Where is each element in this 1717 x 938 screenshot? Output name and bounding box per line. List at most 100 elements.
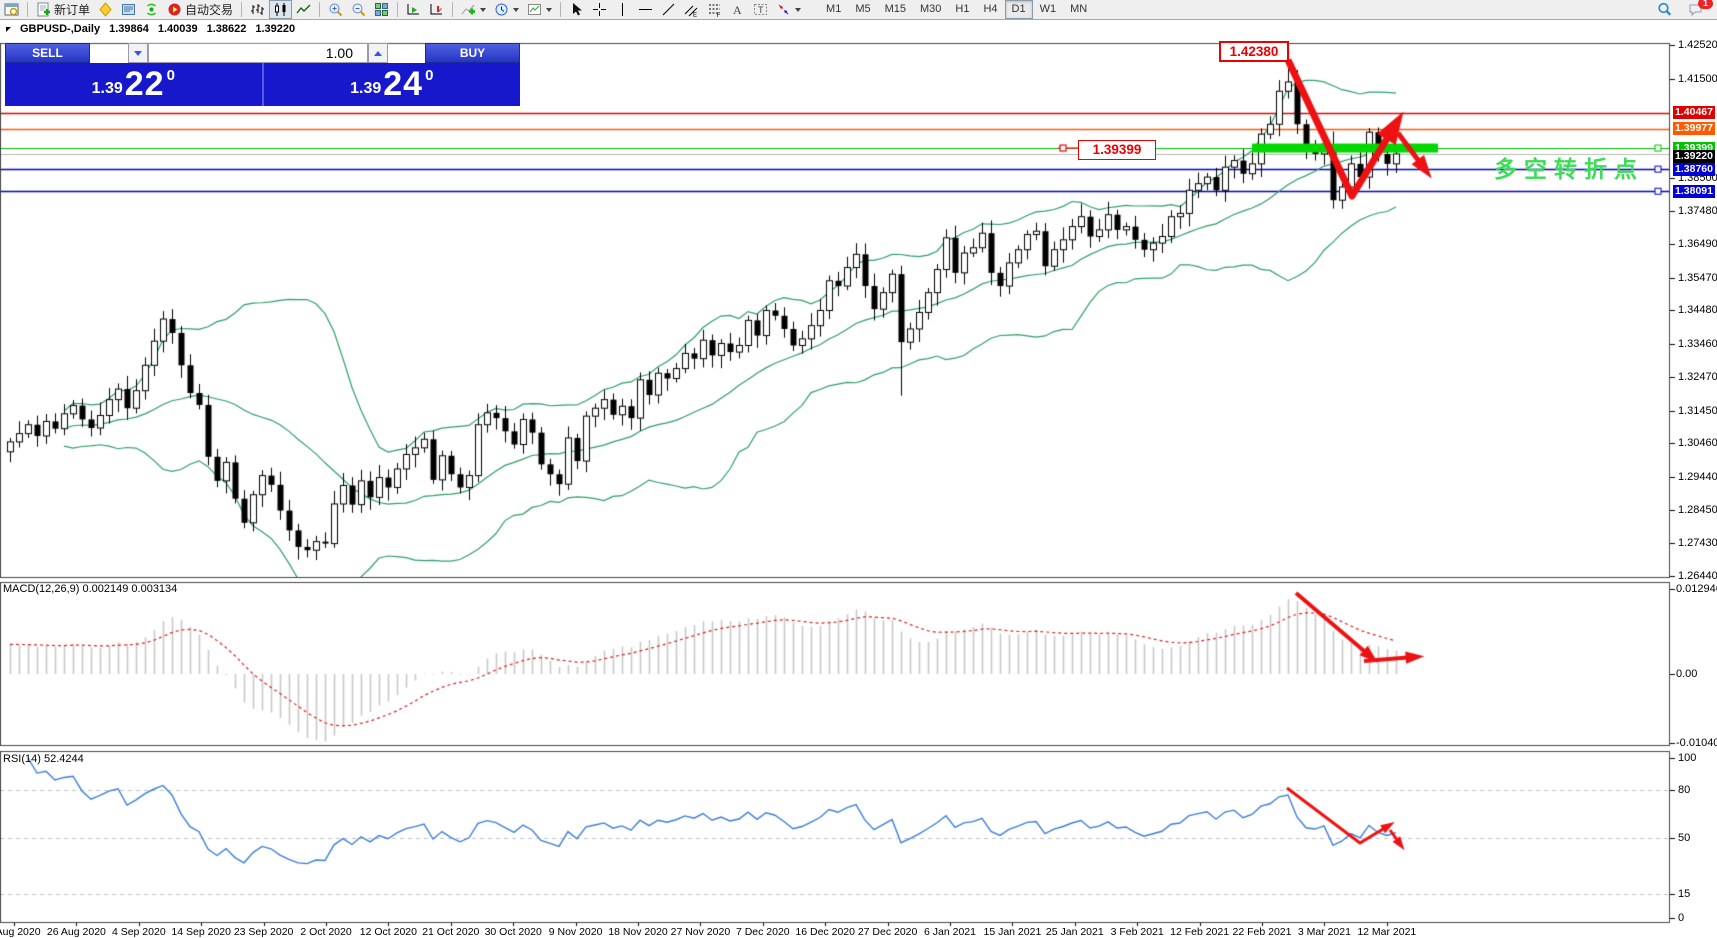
trendline-icon <box>662 3 675 16</box>
price-tick: 1.37480 <box>1678 205 1717 218</box>
cursor-button[interactable] <box>565 0 588 19</box>
timeframe-w1[interactable]: W1 <box>1039 3 1057 15</box>
new-order-button[interactable]: 新订单 <box>32 0 94 19</box>
market-watch-button[interactable] <box>94 0 117 19</box>
auto-trading-button[interactable]: 自动交易 <box>163 0 237 19</box>
date-tick: 7 Aug 2020 <box>0 926 41 938</box>
timeframe-m1[interactable]: M1 <box>826 3 842 15</box>
date-tick: 3 Mar 2021 <box>1297 926 1351 938</box>
toolbar-separator <box>241 2 243 17</box>
new-chart-button[interactable] <box>0 0 23 19</box>
date-tick: 27 Dec 2020 <box>857 926 918 938</box>
tile-windows-button[interactable] <box>370 0 393 19</box>
new-chart-icon <box>4 3 19 16</box>
trendline-button[interactable] <box>657 0 680 19</box>
text-label-button[interactable]: T <box>749 0 772 19</box>
buy-price[interactable]: 1.39 24 0 <box>261 63 521 106</box>
equidistant-channel-button[interactable]: E <box>680 0 703 19</box>
fibonacci-button[interactable]: F <box>703 0 726 19</box>
price-tick: 1.36490 <box>1678 238 1717 251</box>
cursor-icon <box>573 3 583 16</box>
auto-trading-label: 自动交易 <box>185 3 234 17</box>
volume-input[interactable]: 1.00 <box>148 43 368 63</box>
chart-shift-button[interactable] <box>425 0 448 19</box>
periods-icon <box>495 3 508 16</box>
timeframe-m15[interactable]: M15 <box>884 3 906 15</box>
text-label-icon: T <box>754 4 768 15</box>
sell-price-base: 1.39 <box>91 79 123 97</box>
bar-chart-button[interactable] <box>246 0 269 19</box>
timeframe-d1[interactable]: D1 <box>1004 0 1033 19</box>
zoom-in-button[interactable] <box>324 0 347 19</box>
vertical-line-button[interactable] <box>611 0 634 19</box>
price-tick: 1.33460 <box>1678 338 1717 351</box>
search-button[interactable] <box>1653 0 1676 19</box>
price-tick: 1.35470 <box>1678 271 1717 284</box>
panel-toggle-icon[interactable] <box>6 26 11 32</box>
support-price-annotation[interactable]: 1.39399 <box>1078 140 1156 160</box>
horizontal-line-button[interactable] <box>634 0 657 19</box>
buy-price-pips: 24 <box>383 65 424 103</box>
timeframe-mn[interactable]: MN <box>1070 3 1088 15</box>
sell-button[interactable]: SELL <box>5 43 90 63</box>
templates-icon <box>528 4 542 15</box>
data-window-icon <box>122 4 136 15</box>
date-tick: 12 Mar 2021 <box>1357 926 1417 938</box>
zoom-out-button[interactable] <box>347 0 370 19</box>
timeframe-m5[interactable]: M5 <box>855 3 871 15</box>
macd-tick: 0.00 <box>1676 668 1698 680</box>
toolbar-separator <box>560 2 562 17</box>
auto-scroll-button[interactable] <box>402 0 425 19</box>
volume-decrease-button[interactable] <box>128 43 148 63</box>
date-tick: 7 Dec 2020 <box>735 926 790 938</box>
date-tick: 3 Feb 2021 <box>1110 926 1164 938</box>
rsi-indicator-label: RSI(14) 52.4244 <box>3 753 84 765</box>
price-line-badge: 1.38091 <box>1673 184 1715 198</box>
price-tick: 1.28450 <box>1678 503 1717 516</box>
toolbar-right-cluster: 1 <box>1653 0 1713 19</box>
indicators-button[interactable] <box>457 0 490 19</box>
equidistant-channel-icon: E <box>684 5 698 18</box>
data-window-button[interactable] <box>117 0 140 19</box>
timeframe-h1[interactable]: H1 <box>955 3 970 15</box>
price-tick: 1.32470 <box>1678 370 1717 383</box>
bar-chart-icon <box>251 4 265 15</box>
chat-button[interactable]: 1 <box>1684 0 1713 19</box>
crosshair-button[interactable] <box>588 0 611 19</box>
svg-text:F: F <box>717 13 721 17</box>
date-tick: 4 Sep 2020 <box>111 926 166 938</box>
date-tick: 9 Nov 2020 <box>548 926 603 938</box>
search-icon <box>1658 2 1672 16</box>
price-tick: 1.27430 <box>1678 537 1717 550</box>
buy-button[interactable]: BUY <box>425 43 520 63</box>
price-line-badge: 1.40467 <box>1673 106 1715 120</box>
templates-button[interactable] <box>523 0 556 19</box>
navigator-button[interactable] <box>140 0 163 19</box>
periods-button[interactable] <box>490 0 523 19</box>
sell-price[interactable]: 1.39 22 0 <box>5 63 262 106</box>
price-tick: 1.30460 <box>1678 437 1717 450</box>
volume-increase-button[interactable] <box>368 43 388 63</box>
new-order-label: 新订单 <box>54 3 91 17</box>
candlestick-chart-button[interactable] <box>269 0 293 19</box>
line-chart-button[interactable] <box>292 0 315 19</box>
peak-price-annotation[interactable]: 1.42380 <box>1219 41 1289 62</box>
price-tick: 1.34480 <box>1678 304 1717 317</box>
buy-price-point: 0 <box>425 67 434 84</box>
zoom-out-icon <box>352 3 366 17</box>
timeframe-m30[interactable]: M30 <box>920 3 942 15</box>
date-tick: 25 Jan 2021 <box>1045 926 1104 938</box>
price-tick: 1.42520 <box>1678 39 1717 51</box>
price-tick: 1.31450 <box>1678 404 1717 417</box>
date-tick: 12 Oct 2020 <box>359 926 417 938</box>
price-tick: 1.26440 <box>1678 569 1717 582</box>
arrows-button[interactable] <box>772 0 805 19</box>
timeframe-h4[interactable]: H4 <box>983 3 998 15</box>
text-button[interactable]: A <box>726 0 749 19</box>
price-line-badge: 1.39977 <box>1673 122 1715 136</box>
chevron-down-icon <box>546 7 553 12</box>
chevron-down-icon <box>513 7 520 12</box>
svg-text:E: E <box>693 13 697 18</box>
macd-indicator-label: MACD(12,26,9) 0.002149 0.003134 <box>3 583 178 595</box>
